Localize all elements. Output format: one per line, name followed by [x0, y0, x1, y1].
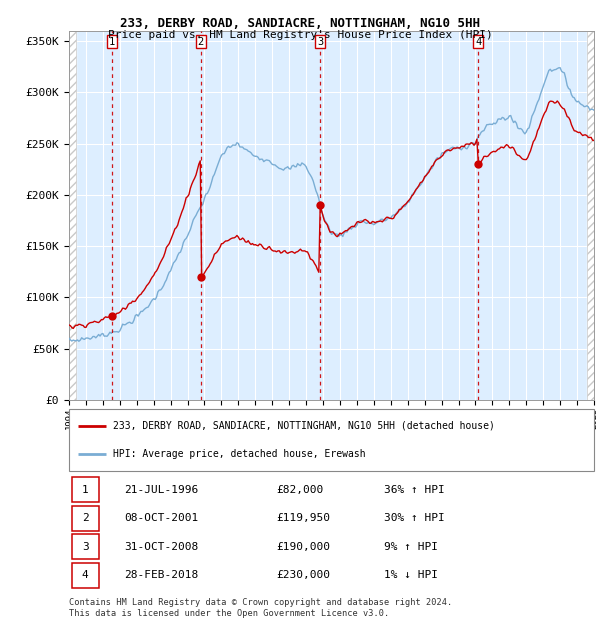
Text: 1: 1 — [82, 485, 89, 495]
Text: £190,000: £190,000 — [277, 542, 331, 552]
Text: 9% ↑ HPI: 9% ↑ HPI — [384, 542, 438, 552]
Text: 4: 4 — [82, 570, 89, 580]
Text: 2: 2 — [197, 37, 203, 46]
Text: £82,000: £82,000 — [277, 485, 323, 495]
Bar — [69, 31, 76, 400]
Text: 28-FEB-2018: 28-FEB-2018 — [124, 570, 199, 580]
Text: 31-OCT-2008: 31-OCT-2008 — [124, 542, 199, 552]
Text: 30% ↑ HPI: 30% ↑ HPI — [384, 513, 445, 523]
Bar — [587, 31, 594, 400]
Text: 1: 1 — [109, 37, 115, 46]
Text: HPI: Average price, detached house, Erewash: HPI: Average price, detached house, Erew… — [113, 450, 365, 459]
Text: 1% ↓ HPI: 1% ↓ HPI — [384, 570, 438, 580]
Text: 3: 3 — [317, 37, 323, 46]
Text: Contains HM Land Registry data © Crown copyright and database right 2024.
This d: Contains HM Land Registry data © Crown c… — [69, 598, 452, 618]
Bar — [71, 506, 99, 531]
Text: Price paid vs. HM Land Registry's House Price Index (HPI): Price paid vs. HM Land Registry's House … — [107, 30, 493, 40]
Text: 36% ↑ HPI: 36% ↑ HPI — [384, 485, 445, 495]
Text: 3: 3 — [82, 542, 89, 552]
Text: £119,950: £119,950 — [277, 513, 331, 523]
Text: £230,000: £230,000 — [277, 570, 331, 580]
Text: 4: 4 — [475, 37, 481, 46]
Bar — [71, 563, 99, 588]
Text: 233, DERBY ROAD, SANDIACRE, NOTTINGHAM, NG10 5HH (detached house): 233, DERBY ROAD, SANDIACRE, NOTTINGHAM, … — [113, 421, 494, 431]
Bar — [71, 477, 99, 502]
Text: 233, DERBY ROAD, SANDIACRE, NOTTINGHAM, NG10 5HH: 233, DERBY ROAD, SANDIACRE, NOTTINGHAM, … — [120, 17, 480, 30]
Text: 2: 2 — [82, 513, 89, 523]
Text: 08-OCT-2001: 08-OCT-2001 — [124, 513, 199, 523]
Text: 21-JUL-1996: 21-JUL-1996 — [124, 485, 199, 495]
Bar — [69, 31, 76, 400]
Bar — [71, 534, 99, 559]
Bar — [587, 31, 594, 400]
